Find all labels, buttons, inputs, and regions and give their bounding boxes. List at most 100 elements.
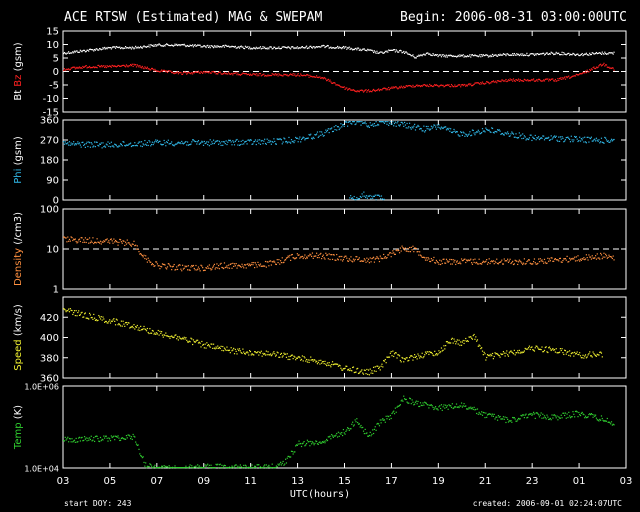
data-point-temp xyxy=(285,458,287,460)
data-point-density xyxy=(519,260,521,262)
data-point-bz xyxy=(223,71,226,74)
data-point-speed xyxy=(558,352,560,354)
data-point-bz xyxy=(582,71,584,74)
data-point-density xyxy=(160,265,162,268)
data-point-speed xyxy=(145,329,147,331)
data-point-temp xyxy=(101,438,103,440)
data-point-density xyxy=(392,250,394,252)
data-point-bz xyxy=(190,73,192,75)
data-point-phi xyxy=(107,141,109,143)
data-point-temp xyxy=(405,398,407,401)
data-point-phi xyxy=(269,140,272,142)
data-point-density xyxy=(360,260,362,262)
data-point-speed xyxy=(362,372,364,374)
data-point-phi xyxy=(367,125,370,127)
data-point-bt xyxy=(328,47,330,49)
data-point-bt xyxy=(397,51,399,53)
data-point-bz xyxy=(419,85,421,87)
data-point-phi xyxy=(87,145,89,148)
data-point-bt xyxy=(198,44,200,46)
data-point-phi xyxy=(194,140,196,143)
data-point-speed xyxy=(142,328,144,330)
data-point-density xyxy=(295,257,297,259)
data-point-temp xyxy=(558,416,560,418)
data-point-temp xyxy=(277,463,279,465)
data-point-bt xyxy=(355,47,357,49)
data-point-speed xyxy=(207,344,210,346)
data-point-density xyxy=(195,264,197,267)
data-point-bt xyxy=(554,53,556,55)
data-point-phi xyxy=(432,126,434,128)
data-point-bz xyxy=(104,65,107,67)
data-point-speed xyxy=(294,356,296,358)
data-point-bz xyxy=(262,74,264,76)
data-point-speed xyxy=(253,354,255,356)
data-point-temp xyxy=(269,466,271,468)
data-point-density xyxy=(243,264,246,266)
data-point-temp xyxy=(263,465,265,467)
data-point-bt xyxy=(385,51,387,53)
data-point-density xyxy=(283,261,285,263)
data-point-bt xyxy=(188,45,190,47)
data-point-density xyxy=(559,257,562,259)
data-point-density xyxy=(357,258,360,260)
data-point-speed xyxy=(371,370,373,372)
data-point-phi xyxy=(217,140,219,142)
data-point-temp xyxy=(305,442,308,445)
data-point-phi xyxy=(440,126,443,128)
data-point-phi xyxy=(219,142,221,144)
data-point-phi xyxy=(347,121,350,123)
data-point-speed xyxy=(374,366,376,368)
data-point-bz xyxy=(279,74,282,76)
data-point-bt xyxy=(402,51,404,54)
data-point-speed xyxy=(449,342,451,344)
data-point-density xyxy=(150,261,152,263)
data-point-speed xyxy=(552,347,554,350)
data-point-bt xyxy=(275,47,278,50)
data-point-density xyxy=(376,256,378,258)
data-point-density xyxy=(312,257,314,259)
data-point-density xyxy=(335,259,337,261)
data-point-bt xyxy=(197,44,199,46)
data-point-bt xyxy=(105,47,107,49)
data-point-density xyxy=(475,262,477,264)
data-point-speed xyxy=(574,351,576,353)
data-point-temp xyxy=(184,467,186,469)
data-point-density xyxy=(347,260,349,262)
data-point-density xyxy=(362,260,365,262)
data-point-bz xyxy=(584,72,586,74)
data-point-speed xyxy=(543,350,545,353)
data-point-bz xyxy=(575,73,577,75)
data-point-phi xyxy=(476,131,479,133)
data-point-bz xyxy=(430,84,432,87)
data-point-temp xyxy=(471,407,474,409)
data-point-bt xyxy=(261,47,263,50)
data-point-bt xyxy=(127,47,129,49)
data-point-density xyxy=(324,258,326,260)
data-point-bz xyxy=(317,76,319,79)
data-point-density xyxy=(490,260,492,263)
data-point-phi xyxy=(83,144,85,147)
data-point-speed xyxy=(305,358,308,361)
data-point-density xyxy=(323,257,325,259)
data-point-phi xyxy=(128,143,130,145)
data-point-density xyxy=(608,254,610,256)
data-point-temp xyxy=(183,467,185,469)
data-point-phi xyxy=(261,139,263,142)
data-point-bt xyxy=(211,45,213,47)
data-point-bt xyxy=(103,48,105,50)
data-point-speed xyxy=(314,359,316,361)
data-point-bt xyxy=(538,53,541,56)
data-point-phi xyxy=(467,134,469,136)
data-point-temp xyxy=(517,419,519,421)
data-point-density xyxy=(209,267,211,270)
data-point-bz xyxy=(577,74,579,76)
data-point-temp xyxy=(73,439,76,441)
data-point-bt xyxy=(123,47,125,49)
data-point-speed xyxy=(409,356,411,359)
data-point-density xyxy=(409,246,411,249)
data-point-phi xyxy=(353,195,355,198)
data-point-bz xyxy=(374,90,376,92)
data-point-phi xyxy=(180,142,182,145)
data-point-density xyxy=(599,258,601,260)
